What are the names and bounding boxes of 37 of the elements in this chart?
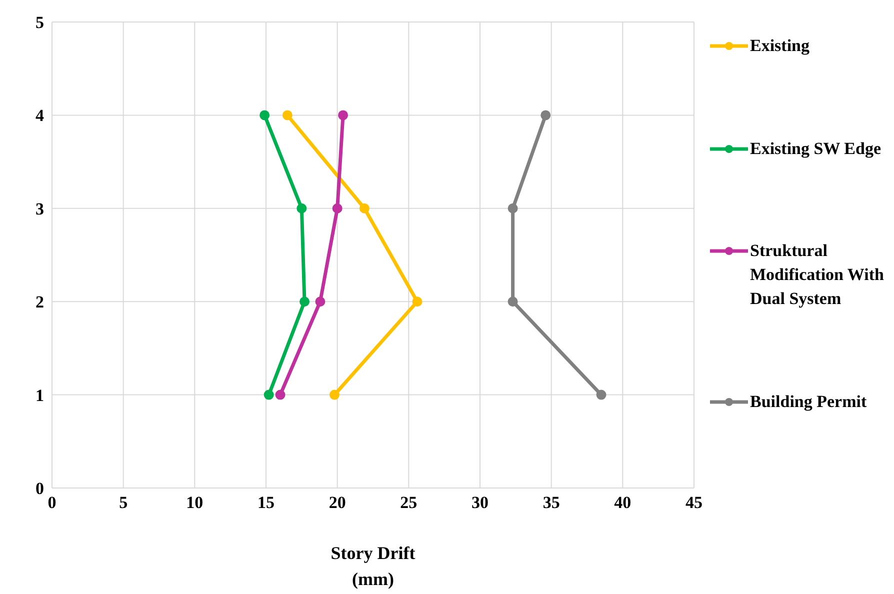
y-tick-label: 5 <box>36 13 44 32</box>
y-tick-label: 4 <box>36 106 44 126</box>
point <box>412 296 422 307</box>
point <box>338 110 348 120</box>
x-tick-label: 40 <box>614 493 632 512</box>
legend-label: Building Permit <box>750 390 868 413</box>
y-tick-label: 1 <box>36 386 44 405</box>
x-tick-label: 35 <box>542 493 560 512</box>
x-tick-label: 45 <box>686 493 702 512</box>
point <box>282 110 292 120</box>
legend-label: Existing SW Edge <box>750 138 882 160</box>
x-tick-label: 10 <box>186 493 204 512</box>
point <box>260 110 270 120</box>
y-tick-label: 3 <box>36 199 44 218</box>
x-tick-label: 25 <box>400 493 418 512</box>
point <box>315 296 326 307</box>
legend-label: Struktural Modification With Dual System <box>750 240 885 310</box>
point <box>540 110 551 120</box>
point <box>329 390 340 400</box>
x-tick-label: 20 <box>328 493 346 512</box>
x-axis-title: Story Drift (mm) <box>330 542 416 591</box>
point <box>508 203 518 214</box>
y-tick-label: 0 <box>36 479 44 498</box>
legend-label: Existing <box>750 35 811 57</box>
point <box>359 203 370 214</box>
point <box>300 296 310 307</box>
point <box>296 203 307 214</box>
point <box>332 203 342 214</box>
point <box>275 390 286 400</box>
x-tick-label: 0 <box>48 493 56 512</box>
point <box>508 296 518 307</box>
x-tick-label: 30 <box>472 493 488 512</box>
point <box>264 390 274 400</box>
x-tick-label: 15 <box>258 493 274 512</box>
point <box>596 390 606 400</box>
y-tick-label: 2 <box>36 292 44 312</box>
x-tick-label: 5 <box>119 493 128 512</box>
